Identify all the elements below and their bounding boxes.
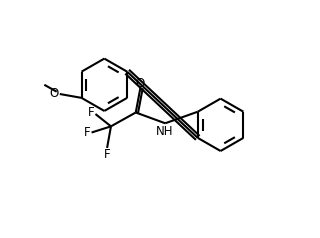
Text: F: F [84,126,90,139]
Text: O: O [49,87,58,100]
Text: O: O [136,77,145,90]
Text: F: F [87,106,94,119]
Text: NH: NH [156,125,173,138]
Text: F: F [104,148,110,161]
